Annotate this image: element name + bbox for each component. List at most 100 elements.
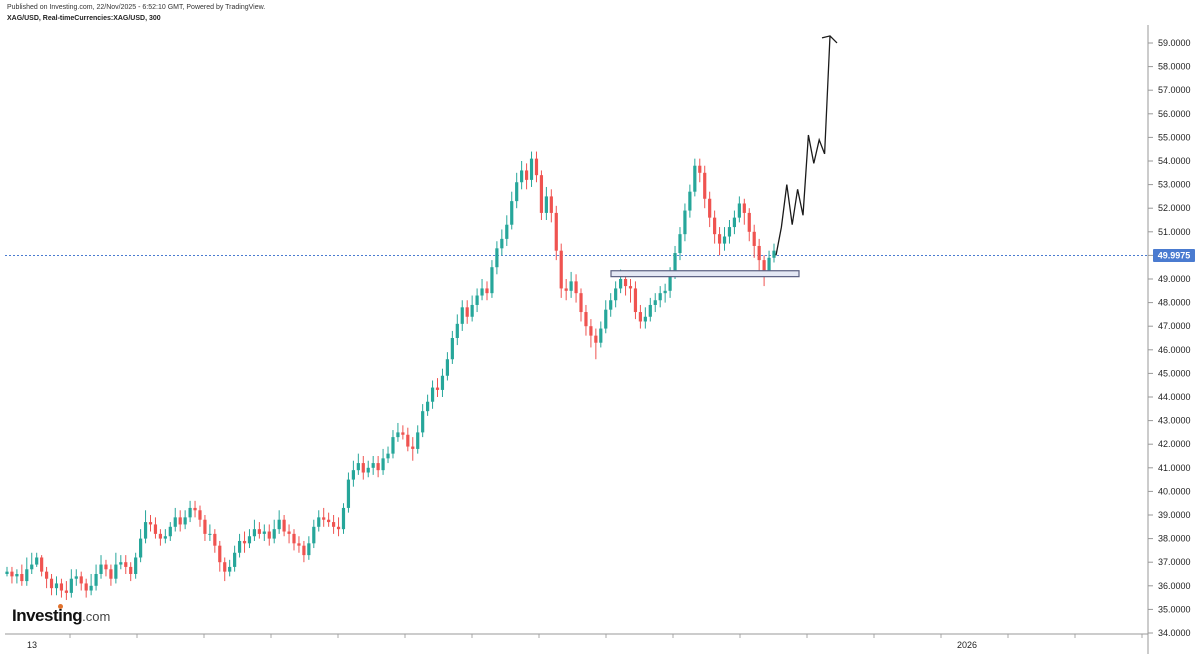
y-tick-label: 54.0000	[1158, 156, 1191, 166]
candle-body	[218, 545, 222, 563]
candle-body	[742, 203, 746, 213]
investing-logo: Investing.com	[12, 606, 111, 625]
candle-body	[445, 359, 450, 376]
candle-body	[688, 191, 692, 211]
candle-body	[247, 536, 252, 544]
candle-body	[79, 576, 83, 584]
candle-body	[470, 304, 474, 317]
candle-body	[54, 583, 59, 589]
candle-body	[84, 583, 88, 591]
candle-body	[544, 196, 548, 213]
candle-body	[331, 522, 336, 527]
candle-body	[455, 323, 459, 338]
candle-body	[381, 458, 385, 471]
candle-body	[515, 182, 519, 202]
candle-body	[440, 375, 445, 390]
candle-body	[139, 538, 143, 558]
candle-body	[421, 411, 425, 433]
candle-body	[10, 571, 14, 577]
candle-body	[767, 257, 771, 272]
candle-body	[336, 526, 341, 530]
candle-body	[490, 267, 494, 294]
candle-body	[614, 288, 618, 301]
y-tick-label: 47.0000	[1158, 321, 1191, 331]
candle-body	[584, 312, 588, 327]
y-tick-label: 36.0000	[1158, 581, 1191, 591]
candle-body	[173, 517, 177, 527]
candle-body	[569, 281, 573, 291]
candle-body	[262, 531, 266, 534]
current-price-value: 49.9975	[1158, 250, 1191, 260]
candle-body	[619, 279, 623, 289]
candle-body	[49, 578, 54, 589]
candle-body	[40, 557, 44, 572]
candle-body	[228, 566, 232, 572]
candle-body	[495, 248, 499, 268]
candle-body	[341, 507, 346, 530]
candle-body	[505, 224, 509, 239]
candle-body	[757, 245, 761, 261]
candle-body	[549, 196, 553, 213]
candle-body	[351, 470, 355, 480]
candle-body	[356, 463, 360, 471]
candle-body	[287, 531, 291, 534]
candle-body	[648, 304, 652, 317]
candle-body	[109, 569, 113, 579]
candle-body	[242, 540, 247, 544]
candle-body	[267, 531, 271, 539]
candle-body	[89, 585, 93, 591]
candle-body	[510, 201, 514, 225]
candle-body	[346, 479, 351, 508]
candle-body	[317, 517, 321, 527]
candle-body	[633, 288, 638, 313]
candle-body	[524, 170, 529, 180]
y-tick-label: 35.0000	[1158, 604, 1191, 614]
candle-body	[64, 590, 68, 593]
candle-body	[604, 309, 608, 329]
candle-body	[450, 338, 454, 360]
candle-body	[5, 571, 9, 574]
candle-body	[559, 250, 563, 289]
candle-body	[134, 557, 138, 574]
y-tick-label: 55.0000	[1158, 132, 1191, 142]
candle-body	[722, 236, 727, 244]
candle-body	[327, 519, 331, 523]
candles	[5, 151, 776, 600]
candle-body	[158, 533, 162, 539]
candle-body	[257, 529, 261, 534]
candle-body	[59, 583, 64, 591]
candle-body	[678, 234, 682, 254]
candle-body	[628, 286, 633, 289]
support-zone[interactable]	[610, 270, 800, 278]
y-tick-label: 38.0000	[1158, 534, 1191, 544]
x-tick-label: 13	[27, 640, 37, 650]
candle-body	[361, 463, 365, 473]
candle-body	[302, 545, 306, 556]
y-tick-label: 48.0000	[1158, 298, 1191, 308]
candle-body	[638, 312, 642, 322]
candle-body	[233, 552, 237, 567]
candle-body	[653, 300, 657, 305]
candle-body	[762, 260, 766, 272]
candle-body	[713, 217, 717, 235]
y-tick-label: 49.0000	[1158, 274, 1191, 284]
candle-body	[564, 288, 568, 291]
candle-body	[396, 432, 400, 438]
candle-body	[124, 562, 128, 567]
candle-body	[69, 578, 73, 593]
candle-body	[99, 564, 103, 574]
y-tick-label: 59.0000	[1158, 38, 1191, 48]
y-tick-label: 43.0000	[1158, 416, 1191, 426]
candle-body	[411, 446, 415, 449]
candle-body	[386, 453, 390, 459]
y-tick-label: 53.0000	[1158, 180, 1191, 190]
y-tick-label: 46.0000	[1158, 345, 1191, 355]
candle-body	[727, 227, 732, 237]
y-tick-label: 56.0000	[1158, 109, 1191, 119]
candle-body	[703, 172, 707, 199]
candle-body	[178, 517, 182, 525]
candle-body	[520, 170, 524, 183]
y-tick-label: 42.0000	[1158, 439, 1191, 449]
candle-body	[104, 564, 108, 570]
